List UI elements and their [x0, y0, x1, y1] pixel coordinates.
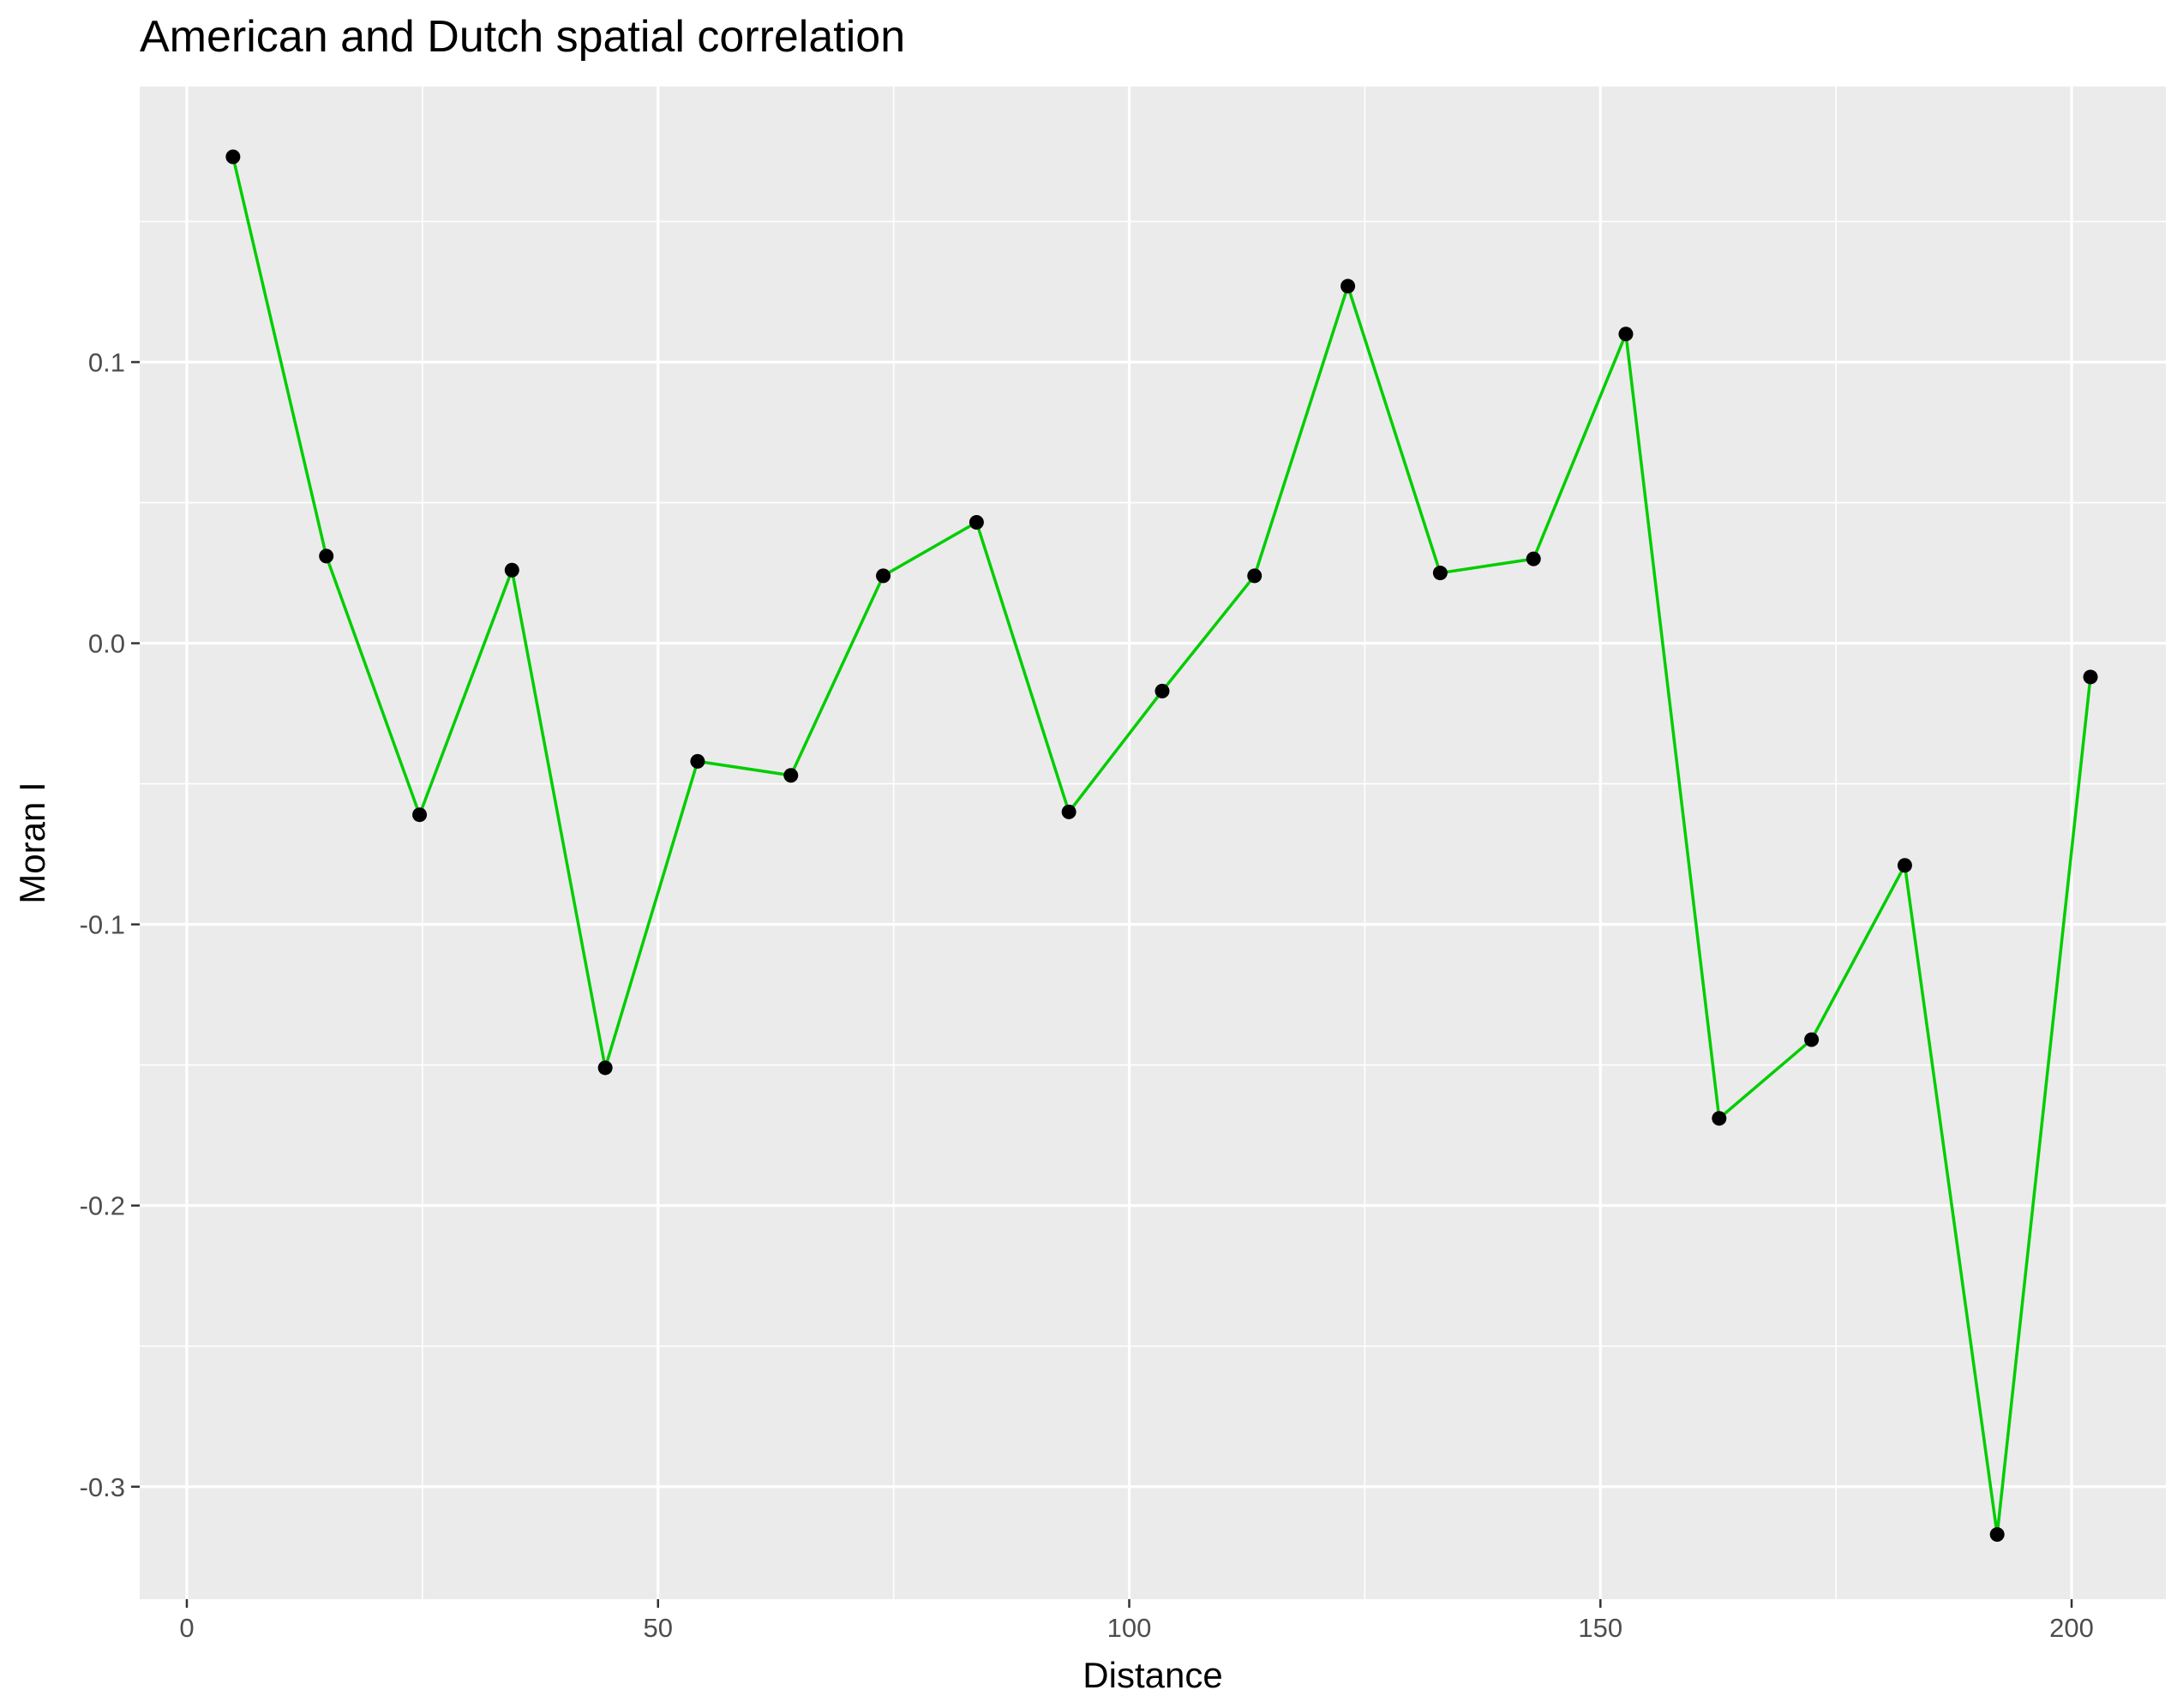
data-point	[504, 562, 519, 578]
x-tick-label: 100	[1107, 1613, 1152, 1643]
data-point	[1618, 327, 1634, 342]
axes: 0 50 100 150 200 -0.3 -0.2 -0.1 0.0 0.1	[80, 348, 2094, 1643]
data-point	[876, 568, 891, 584]
x-axis-title: Distance	[1083, 1655, 1222, 1695]
data-point	[1897, 858, 1912, 873]
data-point	[1804, 1032, 1820, 1047]
x-tick-label: 150	[1578, 1613, 1622, 1643]
data-point	[412, 807, 428, 823]
x-tick-label: 200	[2049, 1613, 2094, 1643]
plot-panel	[140, 87, 2166, 1599]
y-tick-label: -0.3	[80, 1472, 125, 1502]
data-point	[225, 149, 241, 165]
y-tick-label: -0.2	[80, 1191, 125, 1221]
data-point	[1712, 1111, 1727, 1126]
x-tick-label: 0	[179, 1613, 194, 1643]
data-point	[1340, 279, 1356, 294]
data-point	[597, 1060, 613, 1076]
y-tick-label: 0.0	[88, 629, 125, 659]
data-layer	[225, 149, 2098, 1543]
y-tick-label: 0.1	[88, 348, 125, 378]
data-point	[1247, 568, 1262, 584]
data-point	[969, 515, 984, 530]
data-point	[1526, 551, 1541, 566]
data-point	[783, 768, 799, 783]
data-point	[1061, 804, 1077, 819]
chart-title: American and Dutch spatial correlation	[140, 12, 905, 62]
data-point	[1989, 1527, 2005, 1543]
data-point	[690, 753, 705, 769]
x-tick-label: 50	[644, 1613, 673, 1643]
y-axis-title: Moran I	[12, 782, 52, 903]
data-point	[1432, 566, 1448, 581]
y-tick-label: -0.1	[80, 910, 125, 940]
data-point	[319, 548, 334, 564]
data-point	[2083, 669, 2098, 685]
data-point	[1154, 683, 1170, 698]
